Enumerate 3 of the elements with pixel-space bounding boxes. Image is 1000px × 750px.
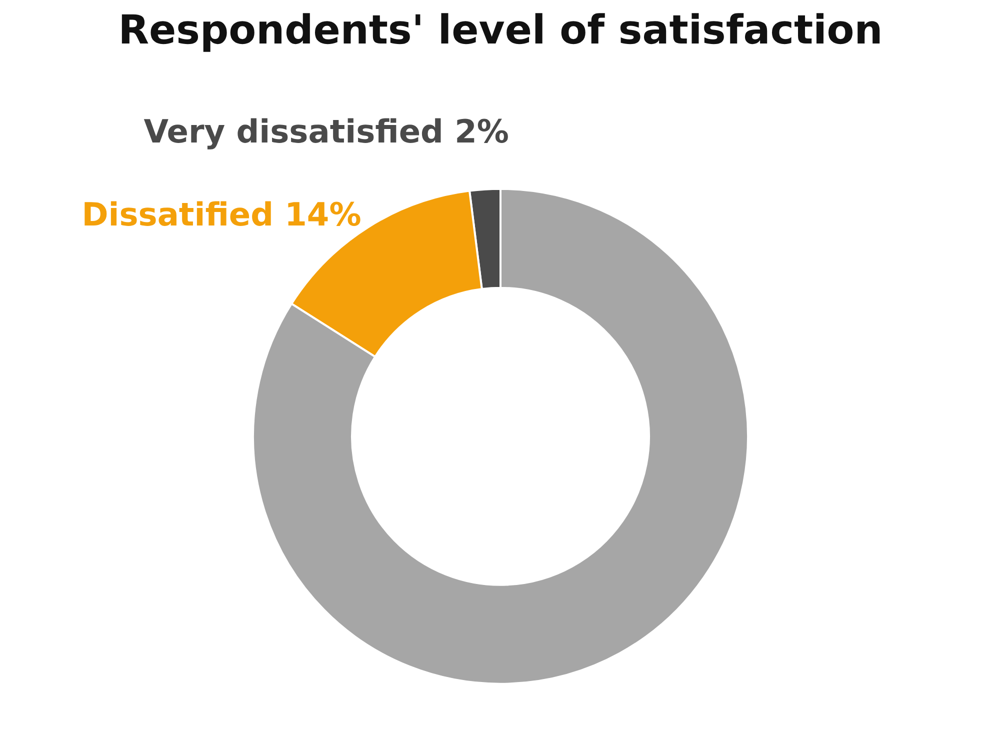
slice-label: Dissatified 14% bbox=[82, 195, 362, 234]
slice-label: Very dissatisfied 2% bbox=[144, 112, 509, 151]
chart-title: Respondents' level of satisfaction bbox=[118, 8, 883, 54]
